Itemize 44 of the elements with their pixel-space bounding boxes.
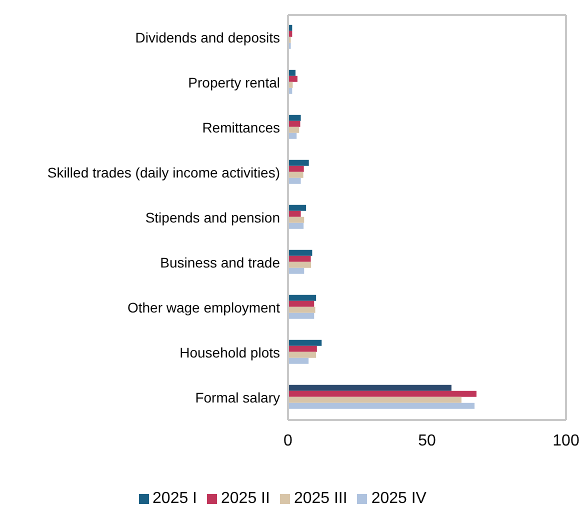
bar [288,160,309,166]
bar [288,358,309,364]
y-tick-label: Stipends and pension [145,209,280,226]
bar [288,346,317,352]
bar [288,216,304,223]
bar [288,352,316,358]
bar [288,340,322,346]
bar [288,384,452,391]
y-tick-label: Business and trade [160,254,280,270]
bar [288,262,312,268]
y-tick-label: Remittances [202,119,280,136]
x-tick-label: 50 [418,432,436,450]
legend-label: 2025 I [152,490,197,507]
y-tick-label: Property rental [188,74,280,90]
legend-label: 2025 III [294,490,348,507]
bar [288,306,316,313]
bar [288,312,314,319]
legend-label: 2025 IV [371,490,426,507]
bar [288,120,300,127]
bar [288,402,475,409]
bar [288,210,301,217]
x-tick-label: 100 [552,432,580,450]
bar [288,250,312,256]
bar [288,126,300,133]
bar [288,166,304,172]
bar [288,268,304,274]
bar [288,256,311,262]
bar [288,396,462,403]
bar [288,178,301,184]
y-tick-label: Skilled trades (daily income activities) [47,164,280,180]
y-tick-label: Dividends and deposits [135,29,280,46]
bar [288,390,476,397]
y-tick-label: Household plots [180,344,280,360]
bar [288,76,298,82]
y-tick-label: Formal salary [195,389,280,406]
x-tick-label: 0 [284,432,293,450]
bar [288,294,316,301]
bar [288,114,301,121]
y-tick-label: Other wage employment [127,299,280,316]
bar [288,222,304,229]
bar [288,300,314,307]
bar [288,172,304,178]
legend-label: 2025 II [221,490,270,507]
bar [288,204,306,211]
